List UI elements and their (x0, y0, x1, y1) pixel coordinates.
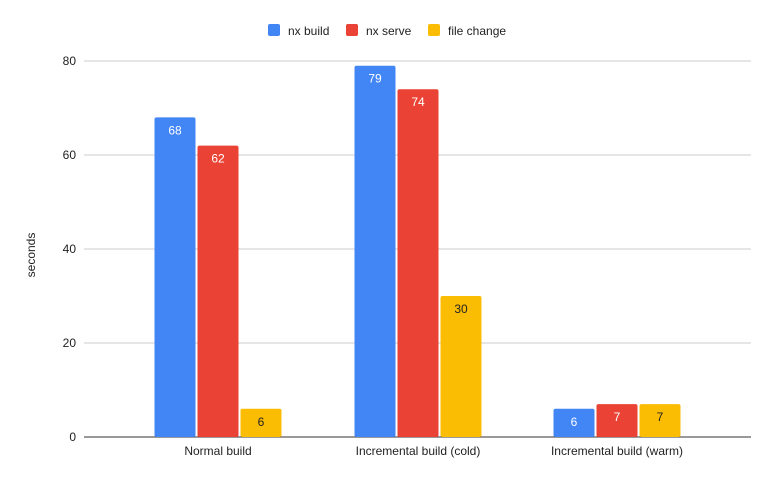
legend-swatch (346, 24, 358, 36)
data-label: 74 (411, 95, 425, 109)
data-label: 7 (614, 410, 621, 424)
legend-swatch (428, 24, 440, 36)
data-label: 62 (211, 152, 225, 166)
bar-file-change (639, 404, 681, 437)
x-tick-label: Incremental build (warm) (551, 444, 683, 458)
data-label: 6 (258, 415, 265, 429)
y-tick-label: 60 (63, 148, 77, 162)
data-label: 68 (168, 123, 182, 137)
bar-nx-serve (596, 404, 638, 437)
data-label: 30 (454, 302, 468, 316)
data-label: 6 (571, 415, 578, 429)
y-tick-label: 0 (69, 430, 76, 444)
bar-nx-build (354, 65, 396, 437)
bar-nx-serve (397, 89, 439, 437)
legend-swatch (268, 24, 280, 36)
bar-file-change (440, 296, 482, 437)
bar-nx-serve (197, 145, 239, 437)
bar-nx-build (553, 408, 595, 437)
x-tick-label: Normal build (184, 444, 251, 458)
legend-label: nx serve (366, 24, 412, 38)
y-tick-label: 80 (63, 54, 77, 68)
legend-label: nx build (288, 24, 329, 38)
data-label: 79 (368, 72, 382, 86)
legend-label: file change (448, 24, 506, 38)
y-axis-label: seconds (24, 233, 38, 278)
data-label: 7 (657, 410, 664, 424)
x-tick-label: Incremental build (cold) (356, 444, 481, 458)
y-tick-label: 40 (63, 242, 77, 256)
bar-nx-build (154, 117, 196, 438)
y-tick-label: 20 (63, 336, 77, 350)
bar-file-change (240, 408, 282, 437)
